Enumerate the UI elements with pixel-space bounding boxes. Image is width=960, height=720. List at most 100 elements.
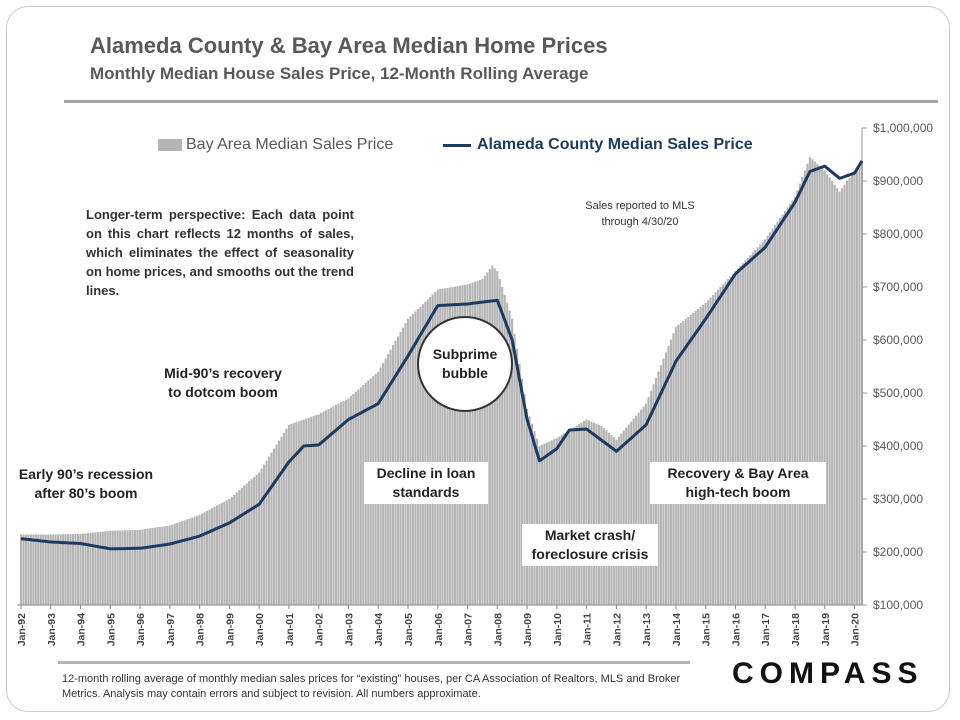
bay-area-bar bbox=[200, 513, 204, 605]
x-tick-label: Jan-06 bbox=[433, 613, 445, 646]
bay-area-bar bbox=[530, 423, 534, 605]
bay-area-bar bbox=[337, 403, 340, 605]
bay-area-bar bbox=[533, 431, 536, 605]
bay-area-bar bbox=[322, 411, 325, 605]
bay-area-bar bbox=[518, 363, 521, 605]
bay-area-bar bbox=[19, 534, 22, 605]
bay-area-bar bbox=[228, 499, 231, 605]
bay-area-bar bbox=[744, 260, 747, 605]
bay-area-bar bbox=[220, 502, 223, 605]
bay-area-bar bbox=[106, 531, 109, 605]
bay-area-bar bbox=[476, 280, 479, 605]
bay-area-bar bbox=[729, 276, 732, 605]
bay-area-bar bbox=[724, 281, 727, 605]
bay-area-bar bbox=[344, 399, 347, 606]
bay-area-bar bbox=[352, 393, 355, 605]
bay-area-bar bbox=[858, 165, 861, 605]
bay-area-bar bbox=[24, 534, 27, 605]
bay-area-bar bbox=[466, 284, 469, 605]
bay-area-bar bbox=[342, 400, 345, 605]
bay-area-bar bbox=[446, 287, 449, 605]
bay-area-bar bbox=[245, 483, 248, 605]
bay-area-bar bbox=[138, 529, 142, 605]
bay-area-bar bbox=[684, 318, 687, 605]
bay-area-bar bbox=[104, 531, 107, 605]
bay-area-bar bbox=[146, 528, 149, 605]
bay-area-bar bbox=[406, 318, 409, 605]
bay-area-bar bbox=[630, 421, 633, 605]
bay-area-bar bbox=[436, 289, 439, 605]
bay-area-bar bbox=[850, 173, 854, 605]
bay-area-bar bbox=[111, 530, 114, 605]
bay-area-bar bbox=[689, 314, 692, 605]
bay-area-bar bbox=[89, 532, 92, 605]
bay-area-bar bbox=[583, 421, 586, 605]
bay-area-bar bbox=[741, 263, 744, 605]
bay-area-bar bbox=[290, 423, 293, 605]
bay-area-bar bbox=[421, 304, 424, 605]
bay-area-bar bbox=[27, 534, 30, 605]
bay-area-bar bbox=[317, 414, 320, 605]
bay-area-bar bbox=[592, 422, 596, 605]
subprime-label-line1: Subprime bbox=[433, 346, 498, 362]
x-tick-label: Jan-09 bbox=[522, 613, 534, 646]
x-tick-label: Jan-04 bbox=[373, 613, 385, 646]
chart-title: Alameda County & Bay Area Median Home Pr… bbox=[90, 33, 608, 58]
bay-area-bar bbox=[709, 297, 712, 605]
bay-area-bar bbox=[329, 407, 333, 605]
bay-area-bar bbox=[320, 412, 323, 606]
bay-area-bar bbox=[69, 534, 72, 605]
bay-area-bar bbox=[801, 177, 804, 605]
bay-area-bar bbox=[347, 398, 350, 605]
bay-area-bar bbox=[99, 531, 102, 605]
bay-area-bar bbox=[463, 284, 467, 605]
y-tick-label: $500,000 bbox=[873, 386, 923, 400]
title-divider bbox=[64, 100, 938, 103]
bay-area-bar bbox=[292, 423, 295, 605]
bay-area-bar bbox=[79, 533, 82, 605]
x-tick-label: Jan-20 bbox=[850, 613, 862, 646]
bay-area-bar bbox=[788, 203, 792, 605]
bay-area-bar bbox=[208, 509, 211, 605]
bay-area-bar bbox=[203, 512, 206, 605]
bay-area-bar bbox=[143, 529, 147, 605]
bay-area-bar bbox=[831, 181, 834, 605]
bay-area-bar bbox=[570, 428, 573, 605]
bay-area-bar bbox=[503, 294, 506, 605]
bay-area-bar bbox=[818, 165, 821, 606]
bay-area-bar bbox=[473, 281, 476, 605]
bay-area-bar bbox=[786, 207, 789, 605]
bay-area-bar bbox=[429, 296, 432, 605]
x-tick-label: Jan-96 bbox=[135, 613, 147, 646]
y-tick-label: $800,000 bbox=[873, 227, 923, 241]
bay-area-bar bbox=[64, 534, 67, 605]
bay-area-bar bbox=[712, 294, 715, 605]
bay-area-bar bbox=[334, 404, 338, 605]
bay-area-bar bbox=[297, 421, 300, 605]
bay-area-bar bbox=[81, 533, 85, 605]
bay-area-bar bbox=[707, 300, 710, 605]
bay-area-bar bbox=[213, 506, 216, 605]
bay-area-bar bbox=[751, 252, 754, 606]
bay-area-bar bbox=[821, 168, 824, 605]
bay-area-bar bbox=[54, 534, 57, 605]
bay-area-bar bbox=[414, 311, 417, 605]
bay-area-bar bbox=[248, 481, 251, 605]
bay-area-bar bbox=[803, 170, 806, 605]
bay-area-bar bbox=[166, 525, 169, 605]
bay-area-bar bbox=[272, 448, 276, 605]
bay-area-bar bbox=[37, 534, 40, 605]
bay-area-bar bbox=[116, 530, 119, 605]
bay-area-bar bbox=[91, 532, 94, 605]
bay-area-bar bbox=[749, 255, 752, 605]
bay-area-bar bbox=[34, 534, 37, 605]
x-tick-label: Jan-93 bbox=[46, 613, 58, 646]
x-tick-label: Jan-97 bbox=[165, 613, 177, 646]
bay-area-bar bbox=[305, 418, 308, 605]
bay-area-bar bbox=[57, 534, 60, 605]
annotation-recovery-line2: high-tech boom bbox=[685, 484, 791, 500]
bay-area-bar bbox=[563, 433, 566, 605]
y-tick-label: $700,000 bbox=[873, 280, 923, 294]
bay-area-bar bbox=[233, 494, 236, 605]
